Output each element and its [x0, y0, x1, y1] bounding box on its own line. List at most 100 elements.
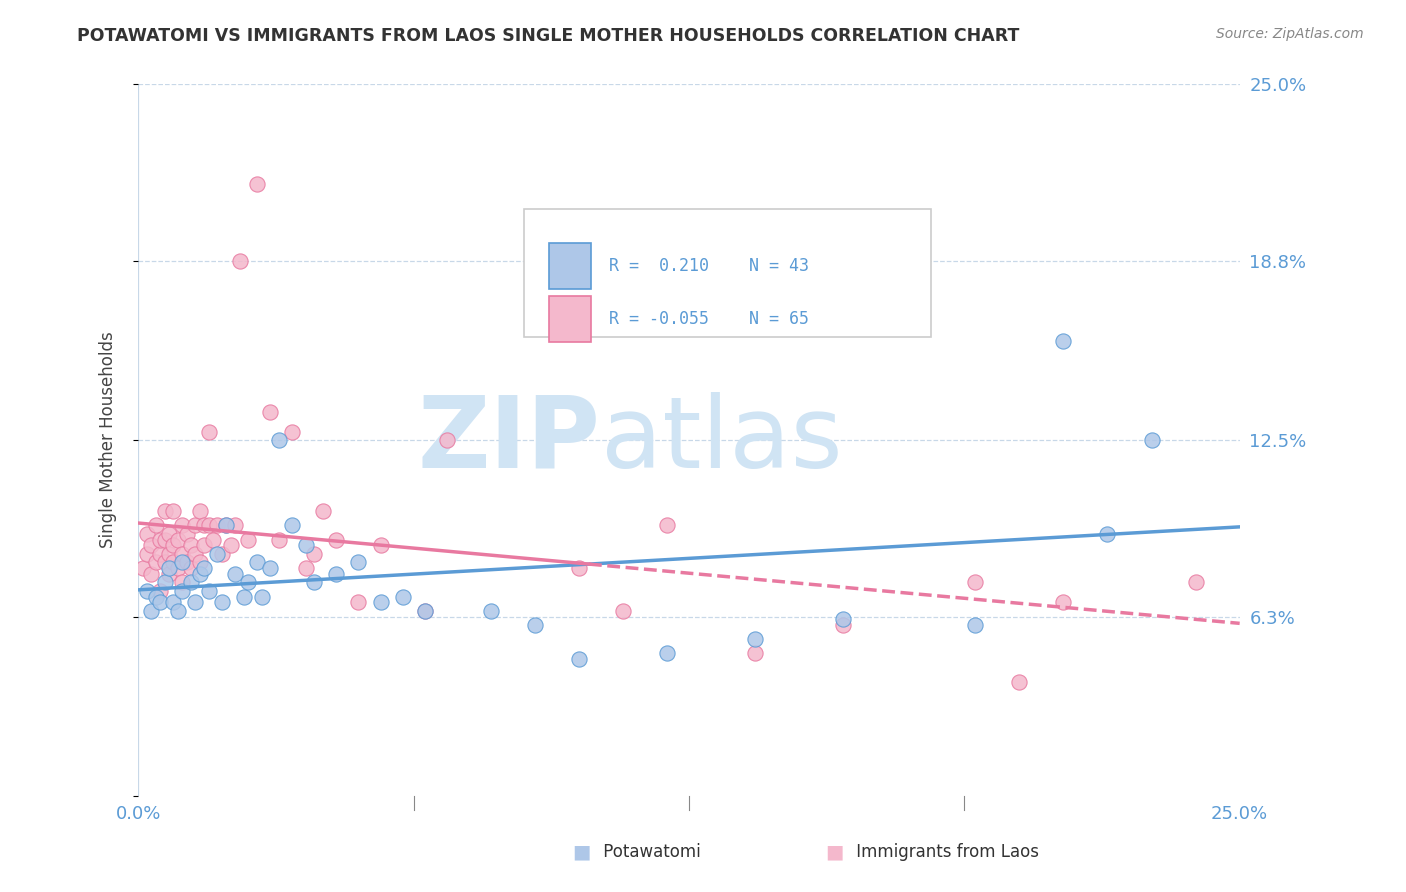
Point: [141, 566, 163, 581]
Point: [232, 590, 254, 604]
Point: [238, 575, 260, 590]
Point: [197, 518, 219, 533]
Point: [479, 604, 502, 618]
Point: [193, 518, 215, 533]
Point: [965, 618, 987, 632]
Point: [166, 533, 188, 547]
Point: [215, 518, 238, 533]
Point: [832, 612, 855, 626]
Point: [391, 590, 413, 604]
Text: POTAWATOMI VS IMMIGRANTS FROM LAOS SINGLE MOTHER HOUSEHOLDS CORRELATION CHART: POTAWATOMI VS IMMIGRANTS FROM LAOS SINGL…: [77, 27, 1019, 45]
Point: [141, 538, 163, 552]
Point: [188, 556, 211, 570]
Point: [238, 533, 260, 547]
Point: [180, 575, 202, 590]
Point: [1008, 675, 1031, 690]
Point: [157, 547, 180, 561]
Point: [207, 547, 229, 561]
Point: [162, 595, 184, 609]
Point: [304, 547, 326, 561]
Point: [193, 538, 215, 552]
Point: [162, 504, 184, 518]
Point: [832, 618, 855, 632]
Point: [965, 575, 987, 590]
Point: [568, 561, 591, 575]
Point: [224, 518, 246, 533]
Point: [197, 583, 219, 598]
Text: Immigrants from Laos: Immigrants from Laos: [851, 843, 1039, 861]
Point: [153, 556, 176, 570]
Y-axis label: Single Mother Households: Single Mother Households: [100, 332, 117, 549]
Point: [1052, 595, 1074, 609]
Point: [246, 177, 269, 191]
Text: R =  0.210    N = 43: R = 0.210 N = 43: [609, 257, 808, 275]
Text: R = -0.055    N = 65: R = -0.055 N = 65: [609, 310, 808, 328]
Point: [370, 538, 392, 552]
Point: [180, 538, 202, 552]
Point: [166, 604, 188, 618]
Point: [172, 518, 194, 533]
Point: [157, 561, 180, 575]
Point: [149, 583, 172, 598]
Point: [211, 595, 233, 609]
Point: [157, 566, 180, 581]
Point: [184, 547, 207, 561]
Point: [294, 538, 316, 552]
Point: [145, 590, 167, 604]
Text: Source: ZipAtlas.com: Source: ZipAtlas.com: [1216, 27, 1364, 41]
Point: [744, 647, 766, 661]
Point: [568, 652, 591, 666]
Point: [215, 518, 238, 533]
Point: [149, 547, 172, 561]
Point: [347, 595, 370, 609]
Point: [744, 632, 766, 647]
Point: [655, 647, 678, 661]
Point: [281, 518, 304, 533]
Point: [153, 533, 176, 547]
Point: [347, 556, 370, 570]
Point: [294, 561, 316, 575]
Point: [1184, 575, 1206, 590]
Point: [413, 604, 436, 618]
Point: [202, 533, 225, 547]
Point: [259, 561, 281, 575]
Point: [312, 504, 335, 518]
Point: [162, 556, 184, 570]
Point: [153, 575, 176, 590]
Bar: [550, 243, 591, 289]
Text: ■: ■: [825, 842, 844, 862]
Point: [655, 518, 678, 533]
Text: atlas: atlas: [600, 392, 842, 489]
Point: [304, 575, 326, 590]
Point: [250, 590, 273, 604]
Point: [149, 595, 172, 609]
Point: [193, 561, 215, 575]
Text: Potawatomi: Potawatomi: [598, 843, 700, 861]
Point: [1097, 527, 1119, 541]
Point: [197, 425, 219, 439]
Point: [224, 566, 246, 581]
FancyBboxPatch shape: [523, 209, 931, 337]
Point: [157, 527, 180, 541]
Point: [269, 533, 291, 547]
Point: [141, 604, 163, 618]
Point: [176, 527, 198, 541]
Bar: [550, 296, 591, 342]
Point: [523, 618, 546, 632]
Point: [207, 518, 229, 533]
Point: [180, 561, 202, 575]
Point: [219, 538, 242, 552]
Point: [188, 504, 211, 518]
Point: [184, 518, 207, 533]
Point: [145, 518, 167, 533]
Point: [370, 595, 392, 609]
Point: [172, 575, 194, 590]
Point: [172, 547, 194, 561]
Point: [172, 583, 194, 598]
Point: [176, 556, 198, 570]
Point: [612, 604, 634, 618]
Point: [131, 561, 153, 575]
Point: [281, 425, 304, 439]
Point: [136, 583, 159, 598]
Point: [228, 253, 250, 268]
